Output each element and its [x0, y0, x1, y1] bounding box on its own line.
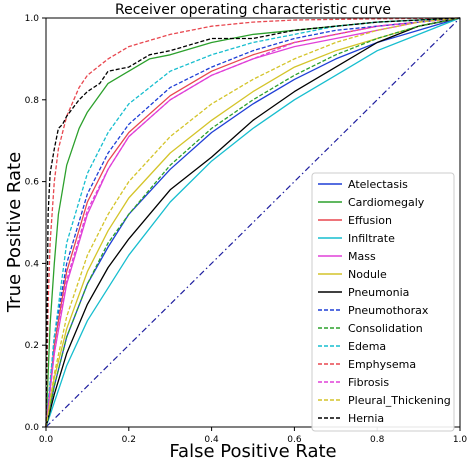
x-axis-label: False Positive Rate — [169, 441, 336, 460]
legend-label: Pleural_Thickening — [348, 394, 451, 407]
legend-label: Emphysema — [348, 358, 416, 371]
axes: 0.0 0.2 0.4 0.6 0.8 1.0 0.0 0.2 0.4 0.6 0.8 1.0 — [25, 14, 468, 445]
legend-label: Consolidation — [348, 322, 423, 335]
legend-box — [311, 172, 455, 432]
legend-label: Cardiomegaly — [348, 196, 425, 209]
legend-label: Hernia — [348, 412, 384, 425]
series-line-consolidation — [45, 17, 461, 428]
legend-label: Mass — [348, 250, 376, 263]
legend-label: Atelectasis — [348, 178, 408, 191]
legend-label: Infiltrate — [348, 232, 395, 245]
series-line-pleural-thickening — [45, 17, 461, 428]
legend-label: Pneumothorax — [348, 304, 429, 317]
plot-area — [45, 17, 461, 428]
legend-label: Pneumonia — [348, 286, 409, 299]
legend-label: Fibrosis — [348, 376, 389, 389]
series-line-infiltrate — [45, 17, 461, 428]
x-tick-label: 0.4 — [204, 435, 219, 445]
x-tick-label: 0.0 — [39, 435, 54, 445]
x-tick-label: 0.8 — [370, 435, 385, 445]
diagonal-reference-line — [45, 17, 461, 428]
y-axis-label: True Positive Rate — [4, 152, 25, 313]
axes-frame — [45, 17, 461, 428]
legend-label: Edema — [348, 340, 386, 353]
series-line-atelectasis — [45, 17, 461, 428]
legend-label: Nodule — [348, 268, 387, 281]
y-tick-label: 0.6 — [25, 178, 40, 188]
x-tick-label: 1.0 — [453, 435, 468, 445]
series-line-effusion — [45, 17, 461, 428]
y-tick-label: 0.2 — [25, 341, 39, 351]
series-line-nodule — [45, 17, 461, 428]
legend: Atelectasis Cardiomegaly Effusion Infiltrat… — [311, 172, 455, 432]
y-tick-label: 0.4 — [25, 259, 40, 269]
chart-title: Receiver operating characteristic curve — [115, 2, 391, 18]
y-tick-label: 0.8 — [25, 96, 40, 106]
y-tick-label: 1.0 — [25, 14, 40, 24]
series-line-pneumothorax — [45, 17, 461, 428]
y-tick-label: 0.0 — [25, 423, 40, 433]
series-line-pneumonia — [45, 17, 461, 428]
legend-label: Effusion — [348, 214, 392, 227]
series-line-fibrosis — [45, 17, 461, 428]
x-tick-label: 0.2 — [122, 435, 136, 445]
x-tick-label: 0.6 — [287, 435, 302, 445]
series-line-hernia — [45, 17, 461, 428]
